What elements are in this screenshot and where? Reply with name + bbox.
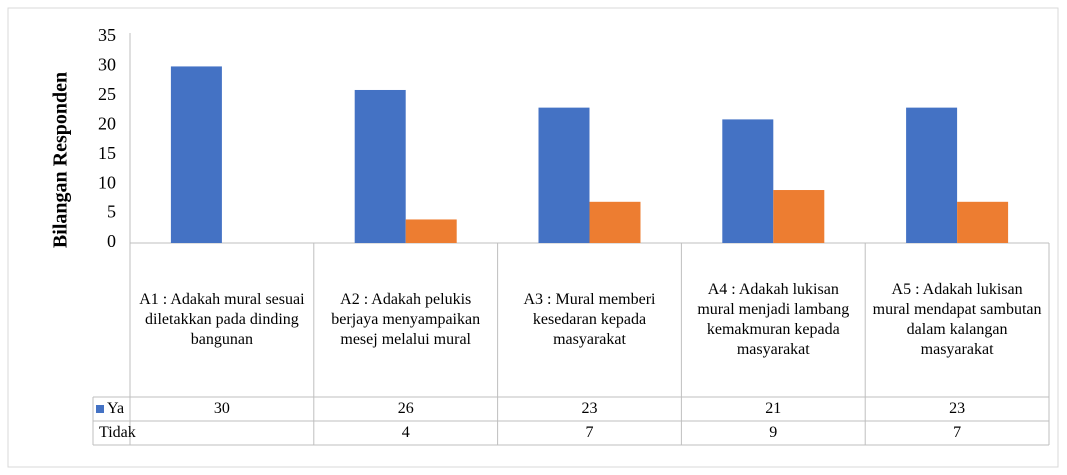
legend-entry: Ya [93, 397, 130, 421]
table-value [130, 421, 314, 445]
table-value: 7 [585, 424, 594, 441]
bar [538, 107, 590, 243]
y-tick-label: 5 [107, 202, 116, 222]
bar [354, 89, 406, 243]
table-value: 9 [769, 424, 778, 441]
legend-entry: Tidak [93, 421, 136, 445]
y-tick-label: 10 [98, 172, 116, 192]
y-tick-label: 35 [98, 25, 116, 45]
category-label: A1 : Adakah mural sesuai diletakkan pada… [139, 291, 305, 348]
bar [589, 201, 641, 243]
table-value: 23 [949, 400, 966, 417]
y-tick-label: 30 [98, 55, 116, 75]
table-value: 4 [401, 424, 410, 441]
bar [722, 119, 774, 243]
chart-border [7, 7, 1059, 468]
table-value: 30 [213, 400, 230, 417]
legend-label: Tidak [99, 424, 136, 441]
y-tick-label: 0 [107, 231, 116, 251]
bar [957, 201, 1009, 243]
category-label: A5 : Adakah lukisan mural mendapat sambu… [872, 281, 1042, 358]
y-tick-label: 25 [98, 84, 116, 104]
bar [773, 190, 825, 243]
y-tick-label: 20 [98, 113, 116, 133]
category-label: A4 : Adakah lukisan mural menjadi lamban… [697, 281, 850, 358]
bar [405, 219, 457, 243]
legend-label: Ya [107, 400, 125, 417]
bar [170, 66, 222, 243]
category-label: A2 : Adakah pelukis berjaya menyampaikan… [331, 291, 481, 348]
table-value: 23 [581, 400, 598, 417]
y-axis-title: Bilangan Responden [50, 72, 72, 248]
y-tick-label: 15 [98, 143, 116, 163]
table-value: 21 [765, 400, 782, 417]
category-label: A3 : Mural memberi kesedaran kepada masy… [523, 291, 656, 348]
bar [906, 107, 958, 243]
legend-swatch [96, 405, 104, 413]
table-value: 26 [397, 400, 414, 417]
table-value: 7 [953, 424, 962, 441]
